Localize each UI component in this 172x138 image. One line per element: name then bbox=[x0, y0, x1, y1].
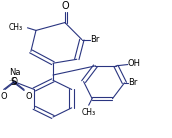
Text: O: O bbox=[61, 1, 69, 11]
Text: CH₃: CH₃ bbox=[8, 23, 22, 32]
Text: OH: OH bbox=[128, 59, 141, 68]
Text: ⁻O: ⁻O bbox=[9, 77, 19, 86]
Text: O: O bbox=[26, 92, 32, 101]
Text: Br: Br bbox=[90, 35, 100, 44]
Text: O: O bbox=[0, 92, 7, 101]
Text: CH₃: CH₃ bbox=[82, 108, 96, 117]
Text: S: S bbox=[11, 77, 17, 87]
Text: Na: Na bbox=[9, 68, 20, 77]
Text: Br: Br bbox=[128, 78, 137, 87]
